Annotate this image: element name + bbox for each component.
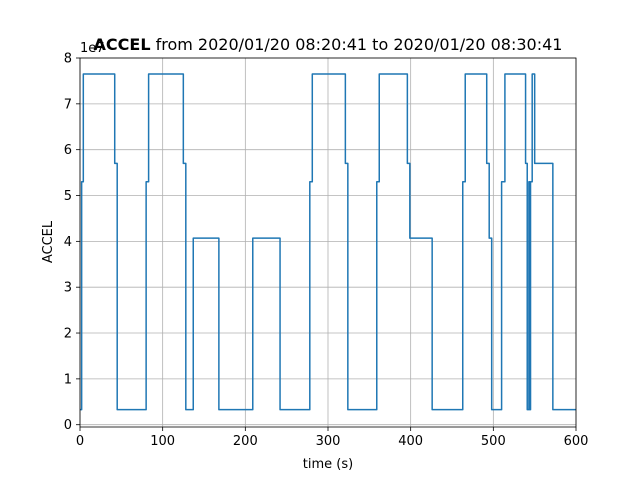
y-tick-label: 6 bbox=[64, 143, 72, 158]
y-tick-label: 3 bbox=[64, 281, 72, 296]
y-tick-label: 8 bbox=[64, 52, 72, 67]
x-tick-label: 300 bbox=[316, 434, 341, 449]
chart-title-bold: ACCEL bbox=[94, 35, 151, 54]
x-tick-label: 0 bbox=[76, 434, 84, 449]
x-axis-label: time (s) bbox=[303, 457, 353, 472]
accel-line bbox=[80, 73, 576, 411]
grid bbox=[79, 57, 577, 427]
x-tick-label: 500 bbox=[481, 434, 506, 449]
y-axis: 0 1 2 3 4 5 6 7 8 bbox=[64, 52, 80, 433]
y-offset-label: 1e7 bbox=[80, 41, 105, 56]
x-tick-label: 400 bbox=[398, 434, 423, 449]
plot-series bbox=[80, 73, 576, 411]
y-tick-label: 1 bbox=[64, 372, 72, 387]
x-tick-label: 100 bbox=[150, 434, 175, 449]
x-tick-label: 600 bbox=[564, 434, 589, 449]
chart-title-rest: from 2020/01/20 08:20:41 to 2020/01/20 0… bbox=[151, 35, 563, 54]
y-tick-label: 2 bbox=[64, 327, 72, 342]
x-axis: 0 100 200 300 400 500 600 bbox=[76, 427, 589, 449]
y-tick-label: 0 bbox=[64, 418, 72, 433]
chart-title: ACCEL from 2020/01/20 08:20:41 to 2020/0… bbox=[94, 35, 563, 54]
y-axis-label: ACCEL bbox=[41, 220, 56, 263]
y-tick-label: 5 bbox=[64, 189, 72, 204]
x-tick-label: 200 bbox=[233, 434, 258, 449]
y-tick-label: 7 bbox=[64, 97, 72, 112]
y-tick-label: 4 bbox=[64, 235, 72, 250]
